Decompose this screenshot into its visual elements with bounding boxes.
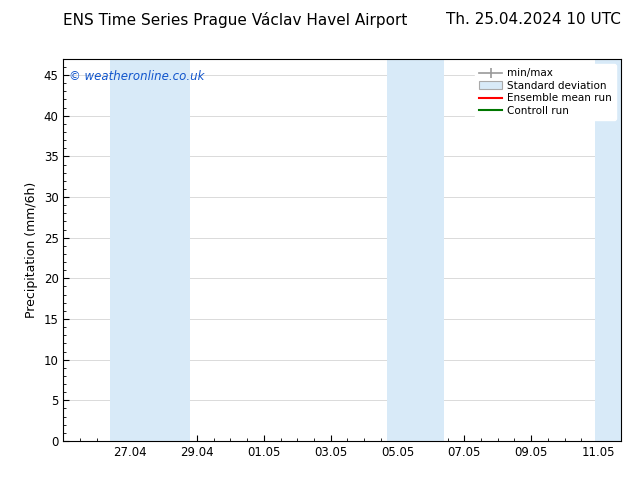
- Legend: min/max, Standard deviation, Ensemble mean run, Controll run: min/max, Standard deviation, Ensemble me…: [475, 64, 616, 120]
- Bar: [110, 59, 130, 441]
- Bar: [595, 59, 621, 441]
- Bar: [387, 59, 401, 441]
- Text: © weatheronline.co.uk: © weatheronline.co.uk: [69, 70, 204, 83]
- Bar: [401, 59, 444, 441]
- Text: ENS Time Series Prague Václav Havel Airport: ENS Time Series Prague Václav Havel Airp…: [63, 12, 408, 28]
- Y-axis label: Precipitation (mm/6h): Precipitation (mm/6h): [25, 182, 38, 318]
- Text: Th. 25.04.2024 10 UTC: Th. 25.04.2024 10 UTC: [446, 12, 621, 27]
- Bar: [130, 59, 190, 441]
